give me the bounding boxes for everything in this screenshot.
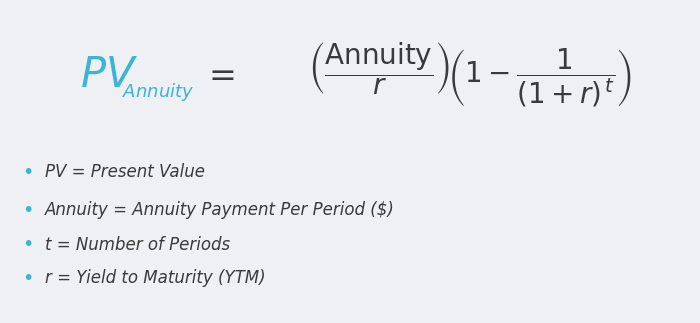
Text: t = Number of Periods: t = Number of Periods <box>45 236 230 254</box>
Text: $\left(\dfrac{\mathrm{Annuity}}{r}\right)\!\left(1 - \dfrac{1}{(1+r)^{\,t}}\righ: $\left(\dfrac{\mathrm{Annuity}}{r}\right… <box>308 41 632 109</box>
Text: $=$: $=$ <box>202 58 235 91</box>
Text: PV = Present Value: PV = Present Value <box>45 163 205 181</box>
Text: $\mathit{PV}$: $\mathit{PV}$ <box>80 54 138 96</box>
Text: $\mathit{Annuity}$: $\mathit{Annuity}$ <box>122 81 195 103</box>
Text: •: • <box>22 201 34 220</box>
Text: •: • <box>22 162 34 182</box>
Text: Annuity = Annuity Payment Per Period ($): Annuity = Annuity Payment Per Period ($) <box>45 201 395 219</box>
Text: •: • <box>22 235 34 255</box>
Text: r = Yield to Maturity (YTM): r = Yield to Maturity (YTM) <box>45 269 265 287</box>
Text: •: • <box>22 268 34 287</box>
